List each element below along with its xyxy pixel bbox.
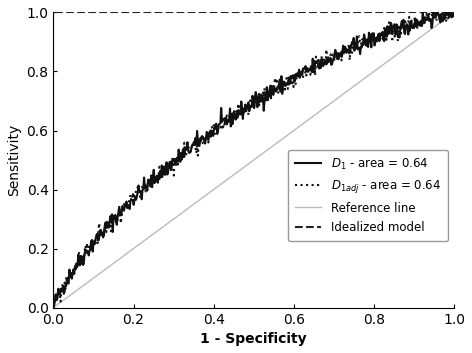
Legend: $D_1$ - area = 0.64, $D_{1adj}$ - area = 0.64, Reference line, Idealized model: $D_1$ - area = 0.64, $D_{1adj}$ - area =… xyxy=(288,150,448,241)
Y-axis label: Sensitivity: Sensitivity xyxy=(7,124,21,196)
X-axis label: 1 - Specificity: 1 - Specificity xyxy=(201,332,307,346)
